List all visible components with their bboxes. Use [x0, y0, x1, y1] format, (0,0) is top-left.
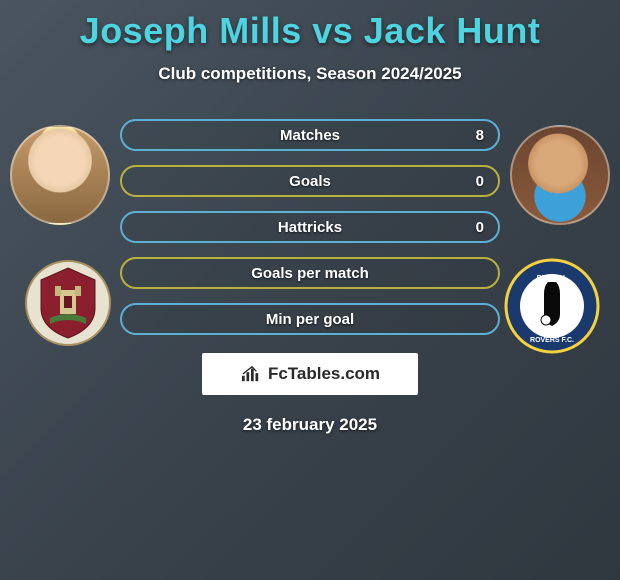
stat-row-goals: Goals 0 [120, 165, 500, 197]
page-title: Joseph Mills vs Jack Hunt [0, 10, 620, 52]
stats-list: Matches 8 Goals 0 Hattricks 0 Goals per … [0, 119, 620, 335]
stat-label: Hattricks [278, 219, 342, 236]
stat-row-hattricks: Hattricks 0 [120, 211, 500, 243]
stat-value-right: 0 [476, 219, 484, 236]
date-label: 23 february 2025 [0, 415, 620, 435]
stat-row-goals-per-match: Goals per match [120, 257, 500, 289]
comparison-card: Joseph Mills vs Jack Hunt Club competiti… [0, 0, 620, 435]
stat-label: Goals per match [251, 265, 369, 282]
chart-icon [240, 365, 262, 383]
stat-row-matches: Matches 8 [120, 119, 500, 151]
stat-value-right: 8 [476, 127, 484, 144]
svg-text:ROVERS F.C.: ROVERS F.C. [530, 337, 574, 344]
watermark-text: FcTables.com [268, 364, 380, 384]
watermark: FcTables.com [202, 353, 418, 395]
stat-label: Matches [280, 127, 340, 144]
stat-row-min-per-goal: Min per goal [120, 303, 500, 335]
stat-label: Goals [289, 173, 331, 190]
stat-label: Min per goal [266, 311, 354, 328]
stat-value-right: 0 [476, 173, 484, 190]
subtitle: Club competitions, Season 2024/2025 [0, 64, 620, 84]
